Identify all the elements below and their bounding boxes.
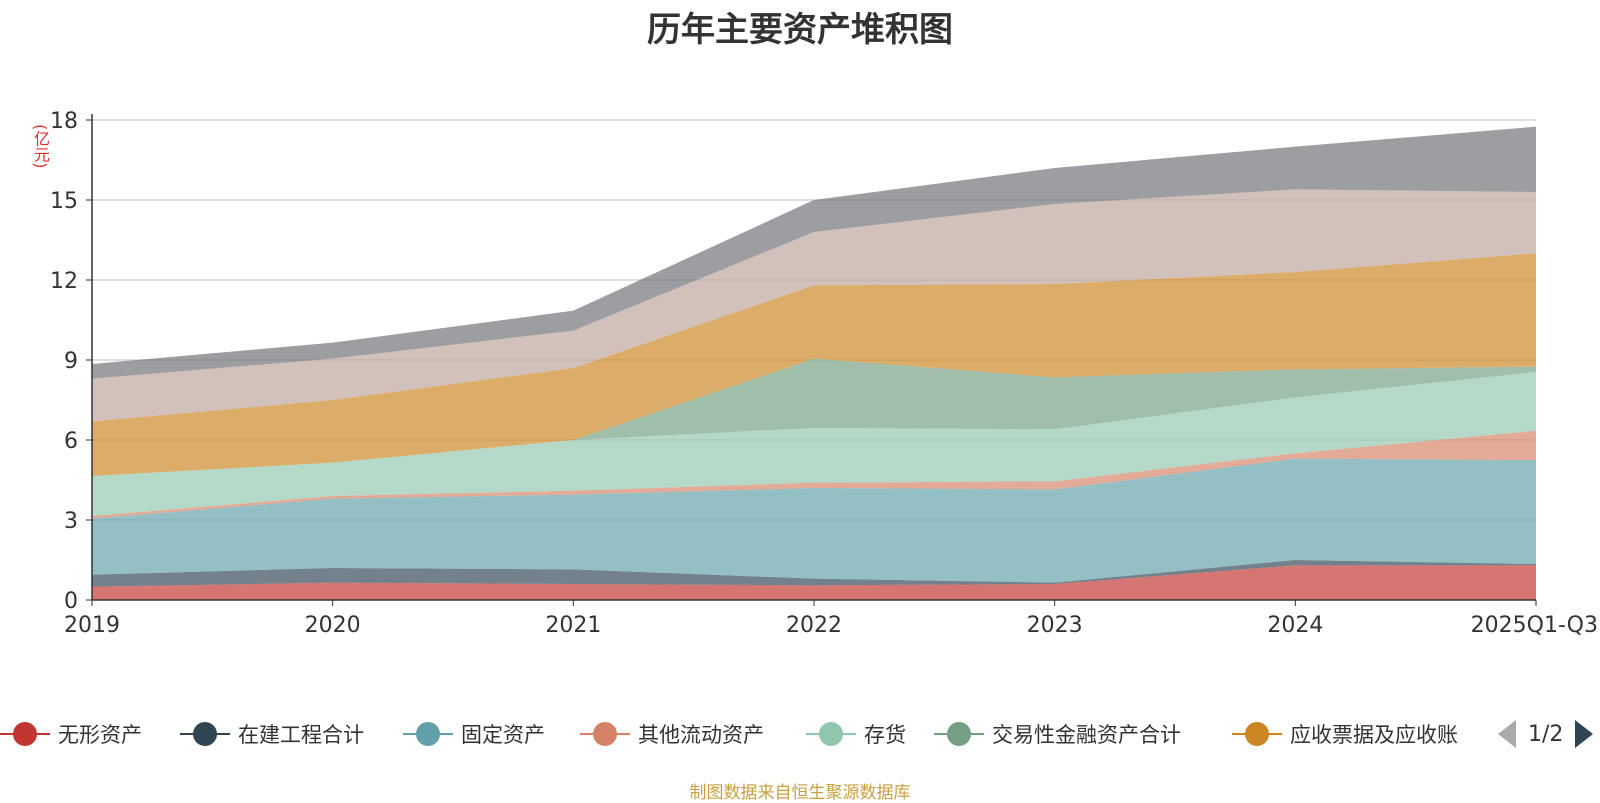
legend-item[interactable]: 在建工程合计 (180, 716, 364, 752)
legend-prev-page-icon[interactable] (1498, 720, 1516, 748)
data-source-note: 制图数据来自恒生聚源数据库 (689, 783, 911, 803)
legend-marker-icon (1232, 716, 1282, 752)
legend-label: 其他流动资产 (638, 723, 764, 747)
legend-label: 交易性金融资产合计 (992, 723, 1181, 747)
area-series-8 (92, 189, 1536, 422)
legend-marker-icon (806, 716, 856, 752)
y-tick-label: 6 (64, 429, 78, 454)
y-tick-label: 15 (50, 189, 78, 214)
legend-item[interactable]: 存货 (806, 716, 906, 752)
legend-item[interactable]: 应收票据及应收账 (1232, 716, 1458, 752)
legend-next-page-icon[interactable] (1575, 720, 1594, 748)
x-tick-label: 2024 (1267, 613, 1323, 638)
legend-marker-icon (0, 716, 50, 752)
area-series-3 (92, 458, 1536, 583)
x-tick-label: 2020 (305, 613, 361, 638)
legend-item[interactable]: 无形资产 (0, 716, 142, 752)
x-tick-label: 2022 (786, 613, 842, 638)
y-tick-label: 0 (64, 589, 78, 614)
area-series-5 (92, 372, 1536, 516)
legend-item[interactable]: 交易性金融资产合计 (934, 716, 1181, 752)
legend-label: 无形资产 (58, 723, 142, 747)
area-series (92, 126, 1536, 600)
y-tick-label: 9 (64, 349, 78, 374)
legend-label: 在建工程合计 (238, 723, 364, 747)
area-series-9 (92, 126, 1536, 379)
area-series-7 (92, 253, 1536, 476)
area-series-2 (92, 560, 1536, 587)
legend-page-indicator: 1/2 (1528, 721, 1564, 747)
chart-title: 历年主要资产堆积图 (647, 10, 953, 50)
legend-marker-icon (580, 716, 630, 752)
area-series-1 (92, 565, 1536, 600)
legend-pager: 1/2 (1498, 716, 1594, 752)
y-tick-label: 18 (50, 109, 78, 134)
legend: 无形资产 在建工程合计 固定资产 其他流动资产 存货 交易性金融资产合计 应收票据及应收账 (0, 716, 1600, 756)
x-tick-label: 2021 (545, 613, 601, 638)
legend-label: 应收票据及应收账 (1290, 723, 1458, 747)
legend-item[interactable]: 其他流动资产 (580, 716, 764, 752)
legend-label: 存货 (864, 723, 906, 747)
y-axis-unit-label: (亿元) (31, 124, 50, 169)
axes: 0 3 6 9 12 15 18 2019 2020 2021 2022 2023 2024 2025Q1… (50, 109, 1598, 638)
area-series-6 (92, 358, 1536, 476)
y-tick-label: 3 (64, 509, 78, 534)
legend-marker-icon (180, 716, 230, 752)
x-tick-label: 2019 (64, 613, 120, 638)
legend-item[interactable]: 固定资产 (403, 716, 545, 752)
legend-marker-icon (934, 716, 984, 752)
x-tick-label: 2025Q1-Q3 (1471, 613, 1598, 638)
y-tick-label: 12 (50, 269, 78, 294)
legend-marker-icon (403, 716, 453, 752)
x-tick-label: 2023 (1027, 613, 1083, 638)
legend-label: 固定资产 (461, 723, 545, 747)
